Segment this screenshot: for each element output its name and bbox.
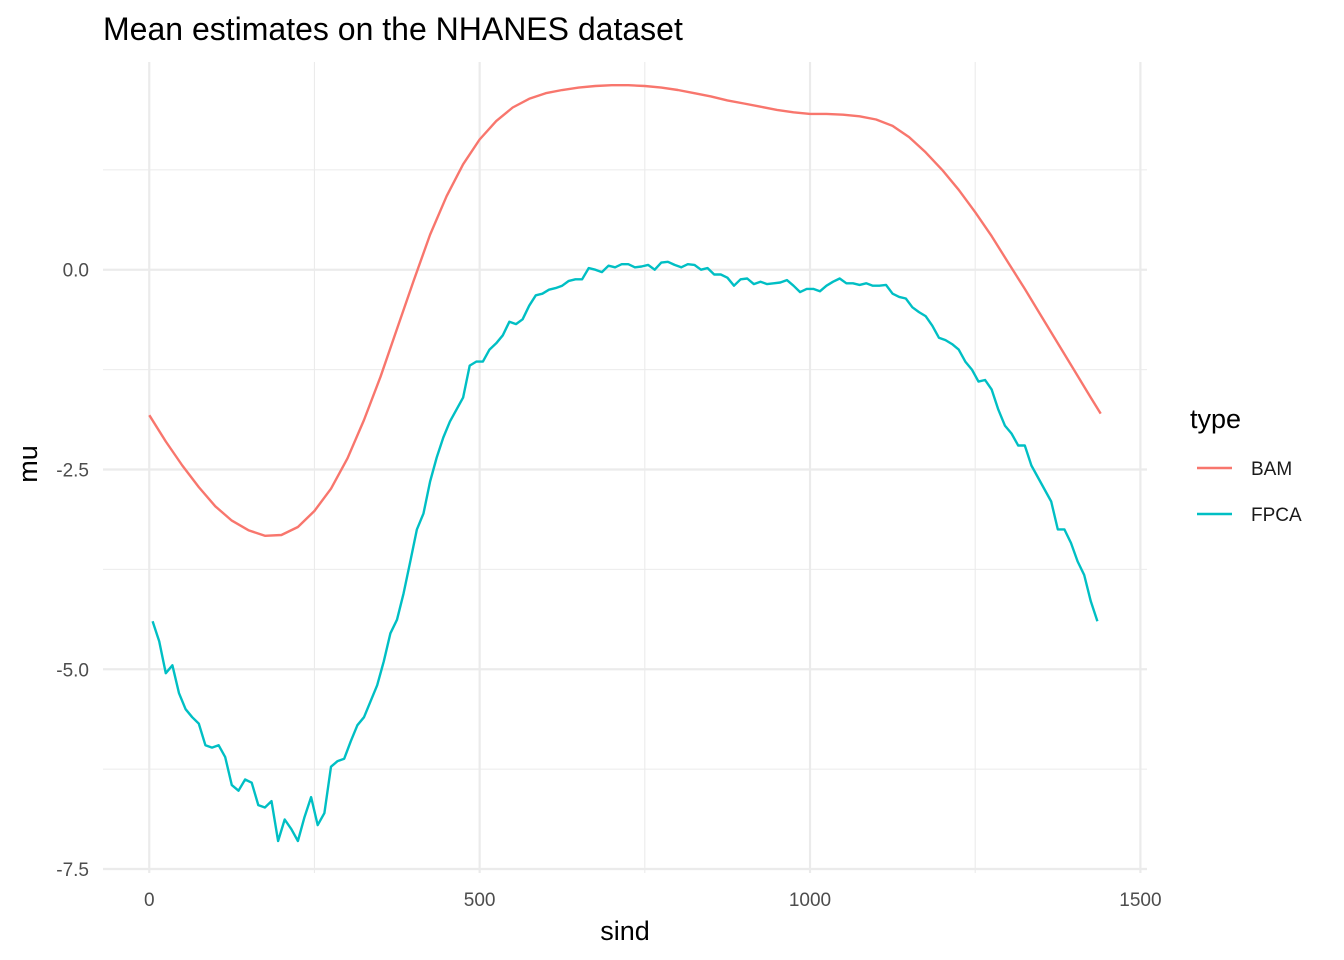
legend: type BAM FPCA <box>1190 404 1302 526</box>
y-axis-title: mu <box>13 445 43 483</box>
grid <box>103 62 1147 873</box>
chart-title: Mean estimates on the NHANES dataset <box>103 11 683 47</box>
y-tick-label: -5.0 <box>56 660 89 681</box>
x-tick-label: 0 <box>144 890 155 911</box>
legend-label-fpca: FPCA <box>1251 505 1302 526</box>
legend-title: type <box>1190 404 1241 434</box>
x-tick-label: 500 <box>464 890 496 911</box>
x-axis-title: sind <box>600 916 650 946</box>
y-tick-label: 0.0 <box>63 261 89 282</box>
series-lines <box>148 83 1102 843</box>
x-tick-label: 1000 <box>789 890 831 911</box>
legend-label-bam: BAM <box>1251 459 1292 480</box>
x-tick-label: 1500 <box>1119 890 1161 911</box>
series-line-bam <box>148 83 1102 537</box>
y-tick-label: -2.5 <box>56 460 89 481</box>
x-axis-ticks: 0 500 1000 1500 <box>144 890 1162 911</box>
series-line-fpca <box>151 260 1099 843</box>
y-tick-label: -7.5 <box>56 860 89 881</box>
legend-items: BAM FPCA <box>1197 459 1302 526</box>
y-axis-ticks: -7.5 -5.0 -2.5 0.0 <box>56 261 89 881</box>
